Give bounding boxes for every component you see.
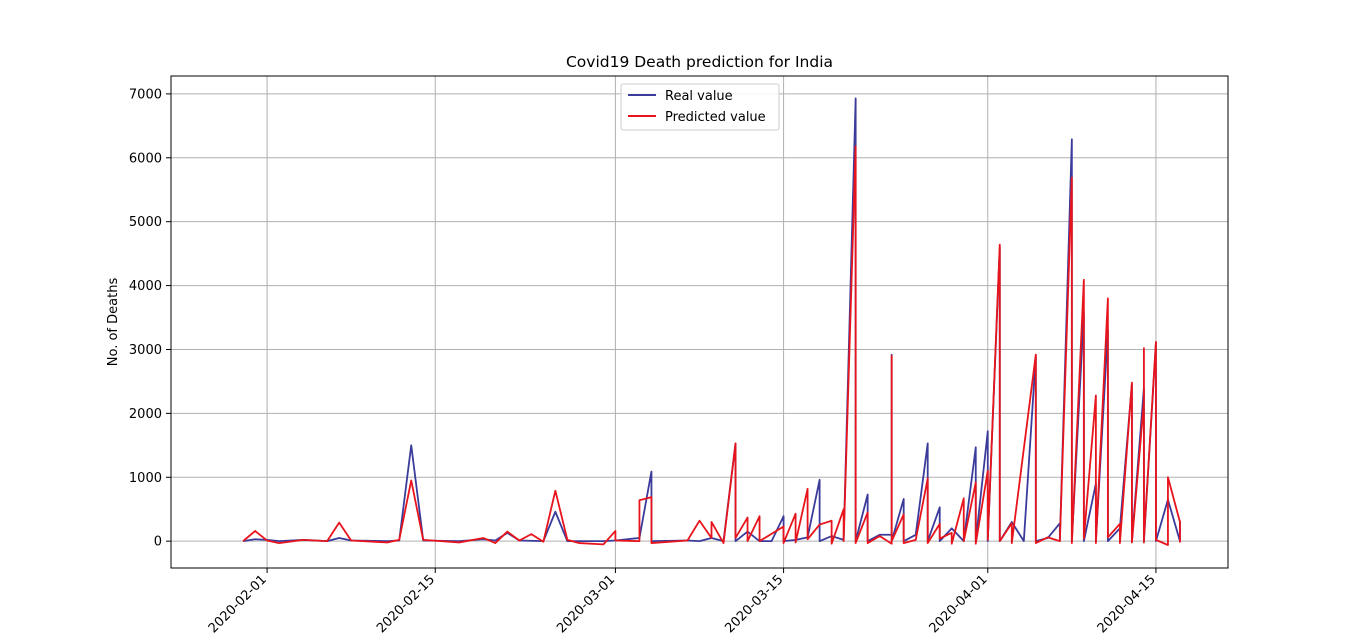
y-tick-label: 7000	[129, 87, 162, 102]
y-tick-label: 5000	[129, 215, 162, 230]
series-line-predicted	[242, 145, 1181, 546]
y-tick-label: 4000	[129, 279, 162, 294]
y-tick-label: 6000	[129, 151, 162, 166]
y-tick-label: 0	[154, 535, 162, 550]
legend-label-predicted: Predicted value	[665, 110, 766, 125]
chart-title: Covid19 Death prediction for India	[566, 53, 833, 71]
plot-frame	[170, 75, 1229, 569]
grid	[171, 76, 1228, 568]
legend-box	[620, 83, 780, 131]
y-tick-label: 2000	[129, 407, 162, 422]
y-tick-label: 1000	[129, 471, 162, 486]
y-tick-label: 3000	[129, 343, 162, 358]
legend-label-real: Real value	[665, 89, 733, 104]
series-lines	[242, 97, 1181, 546]
y-axis-label: No. of Deaths	[106, 278, 121, 367]
legend: Real value Predicted value	[620, 83, 780, 131]
